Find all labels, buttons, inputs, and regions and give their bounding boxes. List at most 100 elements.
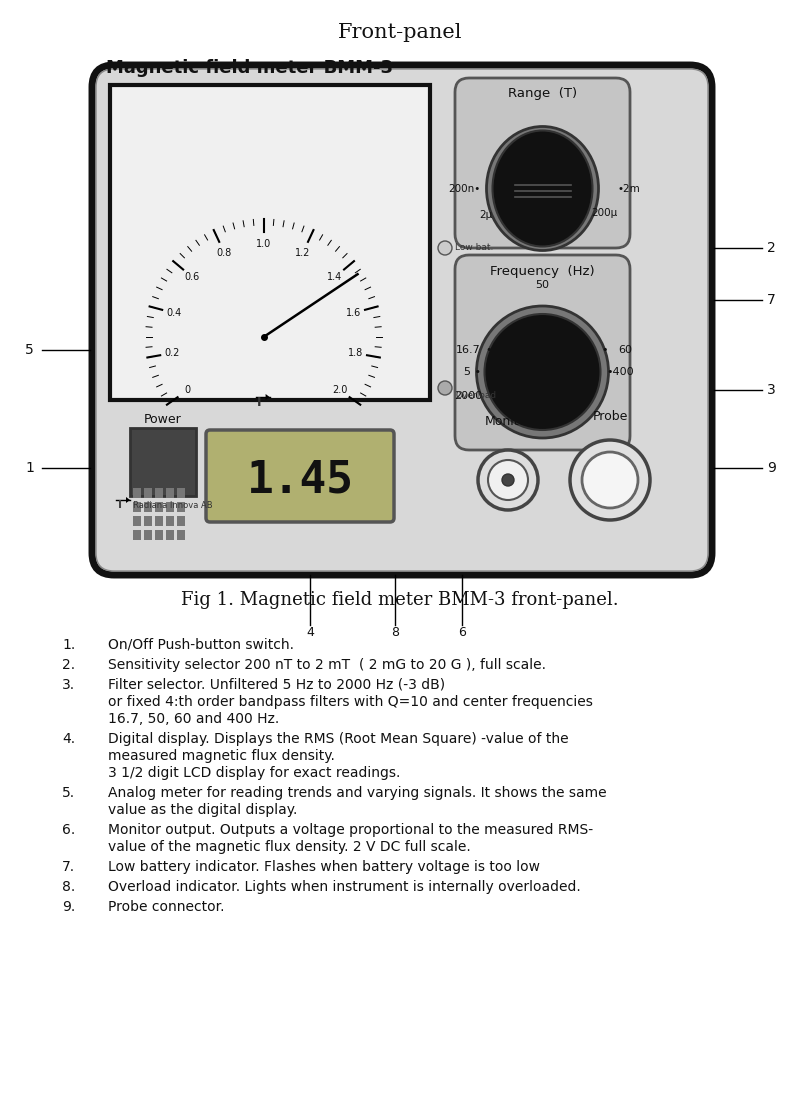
Text: measured magnetic flux density.: measured magnetic flux density. bbox=[108, 749, 335, 763]
Text: 9: 9 bbox=[767, 461, 776, 475]
Circle shape bbox=[502, 474, 514, 486]
Bar bbox=[166, 488, 174, 498]
Text: Probe connector.: Probe connector. bbox=[108, 900, 225, 914]
Text: Probe: Probe bbox=[592, 410, 628, 423]
Text: I: I bbox=[258, 395, 262, 409]
Text: Low battery indicator. Flashes when battery voltage is too low: Low battery indicator. Flashes when batt… bbox=[108, 860, 540, 874]
Text: 3: 3 bbox=[767, 383, 776, 396]
Text: 2.: 2. bbox=[62, 659, 75, 672]
Bar bbox=[155, 530, 163, 540]
Bar bbox=[133, 516, 141, 526]
Text: Overload: Overload bbox=[455, 392, 496, 401]
Text: Magnetic field meter BMM-3: Magnetic field meter BMM-3 bbox=[106, 59, 393, 77]
FancyBboxPatch shape bbox=[130, 428, 196, 496]
Bar bbox=[155, 488, 163, 498]
Text: 5: 5 bbox=[26, 343, 34, 357]
Text: 4: 4 bbox=[306, 626, 314, 640]
Text: 7: 7 bbox=[767, 293, 776, 307]
Text: •: • bbox=[486, 345, 492, 355]
Text: 0.8: 0.8 bbox=[217, 248, 232, 258]
Bar bbox=[133, 502, 141, 512]
Text: 6.: 6. bbox=[62, 823, 75, 837]
Text: 1.6: 1.6 bbox=[346, 308, 361, 318]
Text: 60: 60 bbox=[618, 345, 633, 355]
Text: 0.2: 0.2 bbox=[164, 348, 180, 358]
Text: •: • bbox=[602, 345, 608, 355]
Text: 8: 8 bbox=[391, 626, 399, 640]
Bar bbox=[177, 502, 185, 512]
FancyBboxPatch shape bbox=[455, 255, 630, 450]
FancyBboxPatch shape bbox=[96, 69, 708, 571]
Text: 1.8: 1.8 bbox=[347, 348, 363, 358]
Text: Analog meter for reading trends and varying signals. It shows the same: Analog meter for reading trends and vary… bbox=[108, 786, 606, 800]
Text: value of the magnetic flux density. 2 V DC full scale.: value of the magnetic flux density. 2 V … bbox=[108, 840, 470, 853]
Circle shape bbox=[438, 381, 452, 395]
Text: 16.7, 50, 60 and 400 Hz.: 16.7, 50, 60 and 400 Hz. bbox=[108, 712, 279, 726]
Text: 1.: 1. bbox=[62, 638, 75, 652]
Text: 2.0: 2.0 bbox=[332, 385, 347, 395]
Bar bbox=[177, 516, 185, 526]
Text: 2: 2 bbox=[767, 241, 776, 255]
Text: •400: •400 bbox=[606, 367, 634, 377]
Circle shape bbox=[582, 452, 638, 508]
Text: value as the digital display.: value as the digital display. bbox=[108, 803, 298, 816]
FancyBboxPatch shape bbox=[455, 78, 630, 248]
Text: 5 •: 5 • bbox=[463, 367, 481, 377]
Polygon shape bbox=[266, 394, 270, 400]
Text: Filter selector. Unfiltered 5 Hz to 2000 Hz (-3 dB): Filter selector. Unfiltered 5 Hz to 2000… bbox=[108, 678, 445, 692]
Text: Frequency  (Hz): Frequency (Hz) bbox=[490, 264, 595, 278]
Bar bbox=[155, 516, 163, 526]
Text: 200n•: 200n• bbox=[448, 184, 481, 194]
Text: I: I bbox=[118, 500, 122, 510]
FancyBboxPatch shape bbox=[206, 430, 394, 522]
Circle shape bbox=[438, 241, 452, 255]
Text: Radiana Innova AB: Radiana Innova AB bbox=[133, 501, 213, 510]
Circle shape bbox=[477, 306, 609, 438]
Text: or fixed 4:th order bandpass filters with Q=10 and center frequencies: or fixed 4:th order bandpass filters wit… bbox=[108, 696, 593, 709]
Text: 2μ: 2μ bbox=[478, 209, 492, 220]
Text: 1.2: 1.2 bbox=[295, 248, 310, 258]
FancyBboxPatch shape bbox=[110, 85, 430, 400]
Text: 0.4: 0.4 bbox=[166, 308, 182, 318]
Text: 50: 50 bbox=[535, 280, 550, 290]
Text: 200μ: 200μ bbox=[591, 208, 618, 217]
Text: Digital display. Displays the RMS (Root Mean Square) -value of the: Digital display. Displays the RMS (Root … bbox=[108, 732, 569, 746]
Text: Fig 1. Magnetic field meter BMM-3 front-panel.: Fig 1. Magnetic field meter BMM-3 front-… bbox=[181, 591, 619, 609]
Bar bbox=[144, 530, 152, 540]
Bar bbox=[133, 530, 141, 540]
Text: Sensitivity selector 200 nT to 2 mT  ( 2 mG to 20 G ), full scale.: Sensitivity selector 200 nT to 2 mT ( 2 … bbox=[108, 659, 546, 672]
Ellipse shape bbox=[486, 127, 598, 251]
Circle shape bbox=[488, 460, 528, 500]
Bar bbox=[133, 488, 141, 498]
Text: 16.7: 16.7 bbox=[456, 345, 481, 355]
Text: 1.45: 1.45 bbox=[246, 458, 354, 502]
Text: On/Off Push-button switch.: On/Off Push-button switch. bbox=[108, 638, 294, 652]
Text: 0.6: 0.6 bbox=[185, 272, 200, 282]
Text: 2000: 2000 bbox=[454, 391, 482, 401]
Text: 1: 1 bbox=[25, 461, 34, 475]
Text: 3.: 3. bbox=[62, 678, 75, 692]
Text: 4.: 4. bbox=[62, 732, 75, 746]
Bar bbox=[166, 530, 174, 540]
Text: 6: 6 bbox=[458, 626, 466, 640]
Bar bbox=[166, 502, 174, 512]
Text: 7.: 7. bbox=[62, 860, 75, 874]
Text: Low bat.: Low bat. bbox=[455, 243, 494, 252]
Text: 9.: 9. bbox=[62, 900, 75, 914]
Text: 0: 0 bbox=[184, 385, 190, 395]
Text: Overload indicator. Lights when instrument is internally overloaded.: Overload indicator. Lights when instrume… bbox=[108, 880, 581, 894]
FancyBboxPatch shape bbox=[92, 65, 712, 575]
Bar bbox=[177, 488, 185, 498]
Circle shape bbox=[478, 450, 538, 510]
Bar bbox=[144, 488, 152, 498]
Text: 3 1/2 digit LCD display for exact readings.: 3 1/2 digit LCD display for exact readin… bbox=[108, 766, 400, 780]
Ellipse shape bbox=[493, 131, 593, 246]
Text: Power: Power bbox=[144, 413, 182, 426]
Bar bbox=[166, 516, 174, 526]
Text: 8.: 8. bbox=[62, 880, 75, 894]
Bar bbox=[177, 530, 185, 540]
Bar bbox=[144, 502, 152, 512]
Text: 1.0: 1.0 bbox=[256, 239, 271, 249]
Bar bbox=[144, 516, 152, 526]
Text: Monitor output. Outputs a voltage proportional to the measured RMS-: Monitor output. Outputs a voltage propor… bbox=[108, 823, 593, 837]
